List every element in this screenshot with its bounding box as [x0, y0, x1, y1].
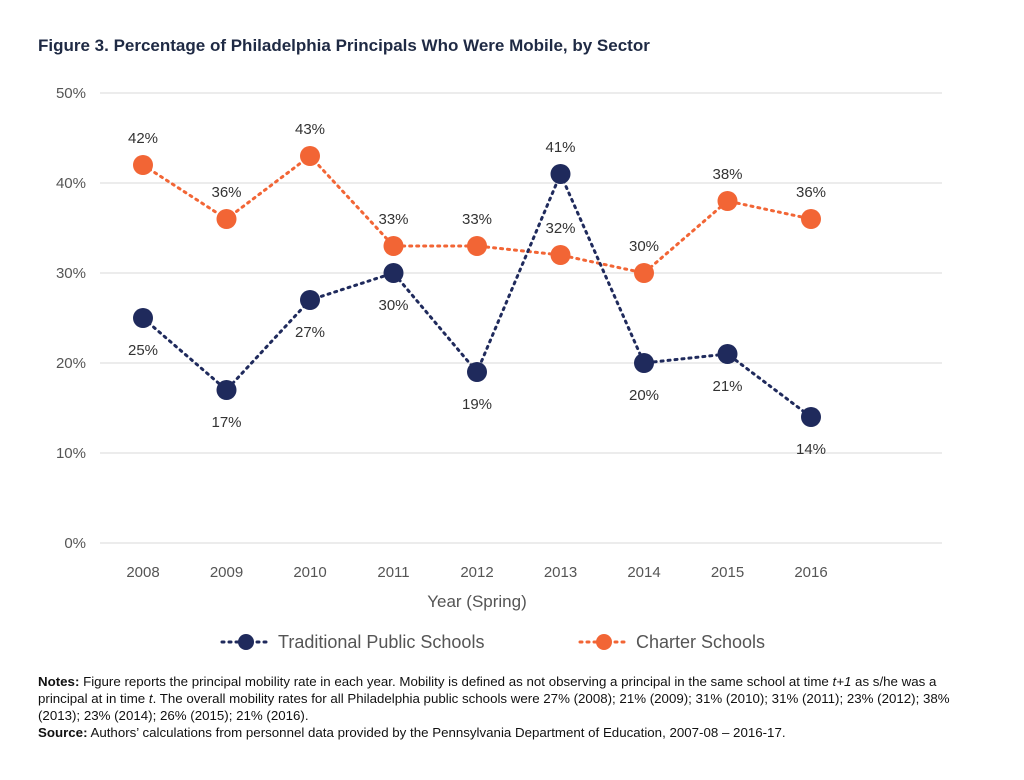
legend-label: Traditional Public Schools [278, 632, 484, 652]
data-label: 43% [295, 121, 325, 138]
data-label: 42% [128, 130, 158, 147]
data-label: 32% [545, 220, 575, 237]
data-point [717, 191, 738, 211]
notes-text-1: Figure reports the principal mobility ra… [79, 674, 833, 689]
y-tick-label: 20% [56, 355, 86, 372]
x-tick-label: 2012 [460, 564, 493, 581]
legend-label: Charter Schools [636, 632, 765, 652]
notes-t: t [148, 691, 153, 706]
y-tick-label: 40% [56, 175, 86, 192]
data-label: 20% [629, 387, 659, 404]
data-point [133, 308, 153, 328]
y-axis-ticks: 0% 10% 20% 30% 40% 50% [56, 85, 86, 552]
y-tick-label: 30% [56, 265, 86, 282]
data-label: 25% [128, 342, 158, 359]
data-point [467, 236, 487, 256]
data-point [300, 290, 320, 310]
x-tick-label: 2016 [794, 564, 827, 581]
data-point [634, 353, 654, 373]
notes-block: Notes: Figure reports the principal mobi… [38, 673, 988, 741]
data-label: 14% [796, 441, 826, 458]
data-label: 30% [629, 238, 659, 255]
data-label: 19% [462, 396, 492, 413]
data-label: 17% [211, 414, 241, 431]
data-point [133, 155, 153, 175]
data-point [216, 209, 237, 229]
x-tick-label: 2009 [210, 564, 243, 581]
legend-marker [238, 634, 254, 650]
figure-title: Figure 3. Percentage of Philadelphia Pri… [38, 36, 650, 55]
data-label: 30% [378, 297, 408, 314]
notes-t1: t+1 [832, 674, 852, 689]
data-point [300, 146, 320, 166]
x-tick-label: 2011 [377, 564, 409, 581]
series-line-1 [141, 153, 813, 275]
data-point [801, 407, 821, 427]
data-point [550, 164, 571, 184]
y-tick-label: 10% [56, 445, 86, 462]
source-text: Authors’ calculations from personnel dat… [87, 725, 786, 740]
series-group: 42% 36% 43% 33% 33% 32% 30% 38% 36% 25% 17% 27% 30% 1… [128, 121, 826, 458]
y-tick-label: 50% [56, 85, 86, 102]
legend: Traditional Public Schools Charter School… [220, 632, 765, 652]
data-point [216, 380, 237, 400]
data-label: 33% [462, 211, 492, 228]
source-label: Source: [38, 725, 88, 740]
data-point [467, 362, 487, 382]
x-axis-title: Year (Spring) [427, 592, 527, 611]
notes-label: Notes: [38, 674, 80, 689]
data-label: 27% [295, 324, 325, 341]
data-point [634, 263, 654, 283]
line-chart: 0%10%20%30%40%50% 2008 2009 2010 2011 2012 20… [56, 85, 942, 652]
data-label: 21% [712, 378, 742, 395]
legend-marker [596, 634, 612, 650]
x-tick-label: 2008 [126, 564, 159, 581]
data-point [383, 236, 404, 256]
x-tick-label: 2014 [627, 564, 660, 581]
x-tick-label: 2010 [293, 564, 326, 581]
data-label: 36% [796, 184, 826, 201]
x-axis-ticks: 2008 2009 2010 2011 2012 2013 2014 2015 2016 [126, 564, 827, 581]
data-label: 36% [211, 184, 241, 201]
data-point [717, 344, 738, 364]
notes-text-3: . The overall mobility rates for all Phi… [38, 691, 950, 723]
data-label: 41% [545, 139, 575, 156]
data-label: 38% [712, 166, 742, 183]
y-tick-label: 0% [64, 535, 86, 552]
data-point [383, 263, 404, 283]
x-tick-label: 2013 [544, 564, 577, 581]
data-point [550, 245, 571, 265]
x-tick-label: 2015 [711, 564, 744, 581]
notes-text-2: as s/he was a principal at in time [38, 674, 937, 706]
gridlines [100, 92, 942, 544]
data-point [801, 209, 821, 229]
data-label: 33% [378, 211, 408, 228]
